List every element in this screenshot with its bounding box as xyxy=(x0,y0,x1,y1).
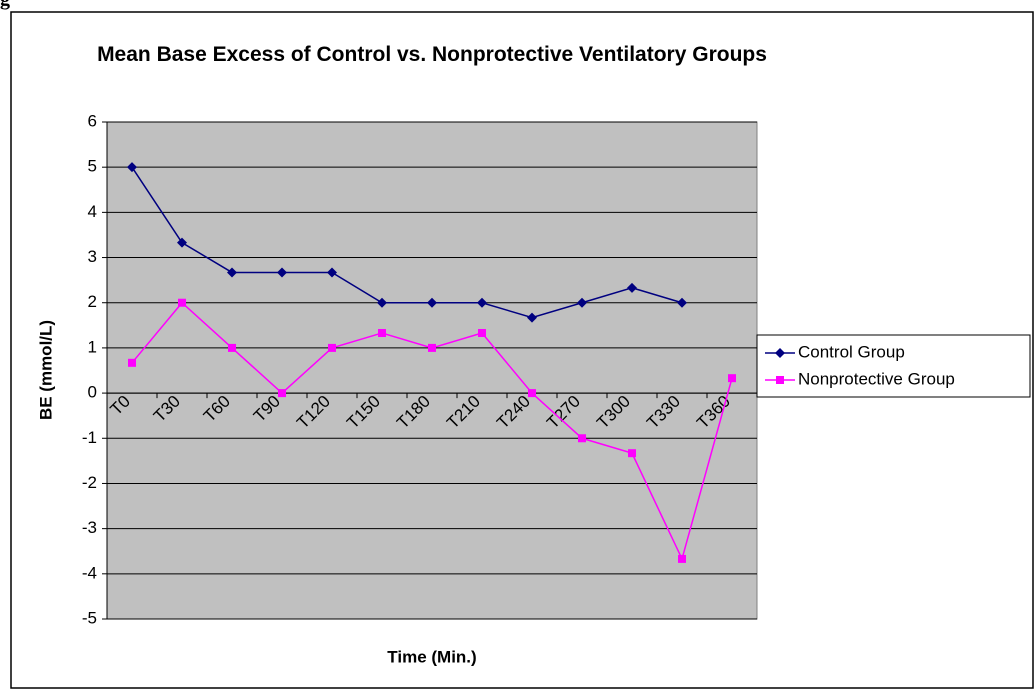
marker xyxy=(477,297,487,308)
y-tick-label: -3 xyxy=(82,518,97,537)
y-tick-label: 5 xyxy=(88,157,97,176)
legend-box xyxy=(756,334,1031,398)
figure-label: g xyxy=(0,0,10,11)
marker xyxy=(178,298,186,307)
legend-label: Control Group xyxy=(798,342,905,361)
legend-label: Nonprotective Group xyxy=(798,369,955,388)
y-tick-label: -1 xyxy=(82,428,97,447)
y-tick-label: 1 xyxy=(88,337,97,356)
x-axis-label: Time (Min.) xyxy=(387,647,476,666)
series-line xyxy=(131,166,683,319)
marker xyxy=(428,343,436,352)
plot-area xyxy=(106,121,758,620)
marker xyxy=(278,389,286,398)
legend-marker xyxy=(776,376,784,384)
y-tick-label: 0 xyxy=(88,383,97,402)
y-axis-label: BE (mmol/L) xyxy=(36,320,55,420)
marker xyxy=(328,343,336,352)
y-tick-label: -4 xyxy=(82,563,97,582)
marker xyxy=(227,267,237,278)
marker xyxy=(377,297,387,308)
marker xyxy=(527,312,537,323)
marker xyxy=(578,434,586,443)
marker xyxy=(528,389,536,398)
marker xyxy=(478,328,486,337)
y-tick-label: 6 xyxy=(88,111,97,130)
marker xyxy=(128,358,136,367)
marker xyxy=(677,297,687,308)
y-tick-label: 4 xyxy=(88,202,97,221)
marker xyxy=(427,297,437,308)
marker xyxy=(378,328,386,337)
y-tick-label: 2 xyxy=(88,292,97,311)
chart-title: Mean Base Excess of Control vs. Nonprote… xyxy=(97,43,767,66)
y-tick-label: -5 xyxy=(82,608,97,627)
marker xyxy=(127,162,137,173)
marker xyxy=(177,237,187,248)
marker xyxy=(678,554,686,563)
marker xyxy=(627,282,637,293)
marker xyxy=(728,374,736,383)
marker xyxy=(628,449,636,458)
y-tick-label: -2 xyxy=(82,473,97,492)
marker xyxy=(577,297,587,308)
marker xyxy=(327,267,337,278)
y-tick-label: 3 xyxy=(88,247,97,266)
marker xyxy=(228,343,236,352)
legend-marker xyxy=(775,348,785,358)
marker xyxy=(277,267,287,278)
